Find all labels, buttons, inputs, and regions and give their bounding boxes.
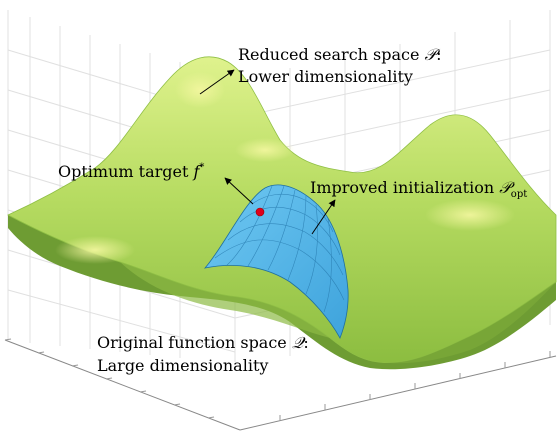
floor-axes — [4, 338, 557, 431]
label-original-line2: Large dimensionality — [97, 356, 268, 375]
annotation-arrows — [199, 69, 336, 235]
label-optimum: Optimum target f* — [58, 162, 204, 181]
arrow-optimum — [224, 177, 254, 205]
label-original-line1: Original function space 𝒬: — [97, 333, 309, 352]
optimum-point — [255, 207, 265, 217]
arrow-improved — [311, 199, 336, 235]
label-reduced-line1: Reduced search space 𝒫: — [238, 45, 441, 64]
improved-initialization-subspace — [203, 184, 349, 339]
arrow-reduced — [199, 69, 235, 95]
label-improved: Improved initialization 𝒫opt — [310, 178, 527, 200]
label-reduced-line2: Lower dimensionality — [238, 67, 413, 86]
